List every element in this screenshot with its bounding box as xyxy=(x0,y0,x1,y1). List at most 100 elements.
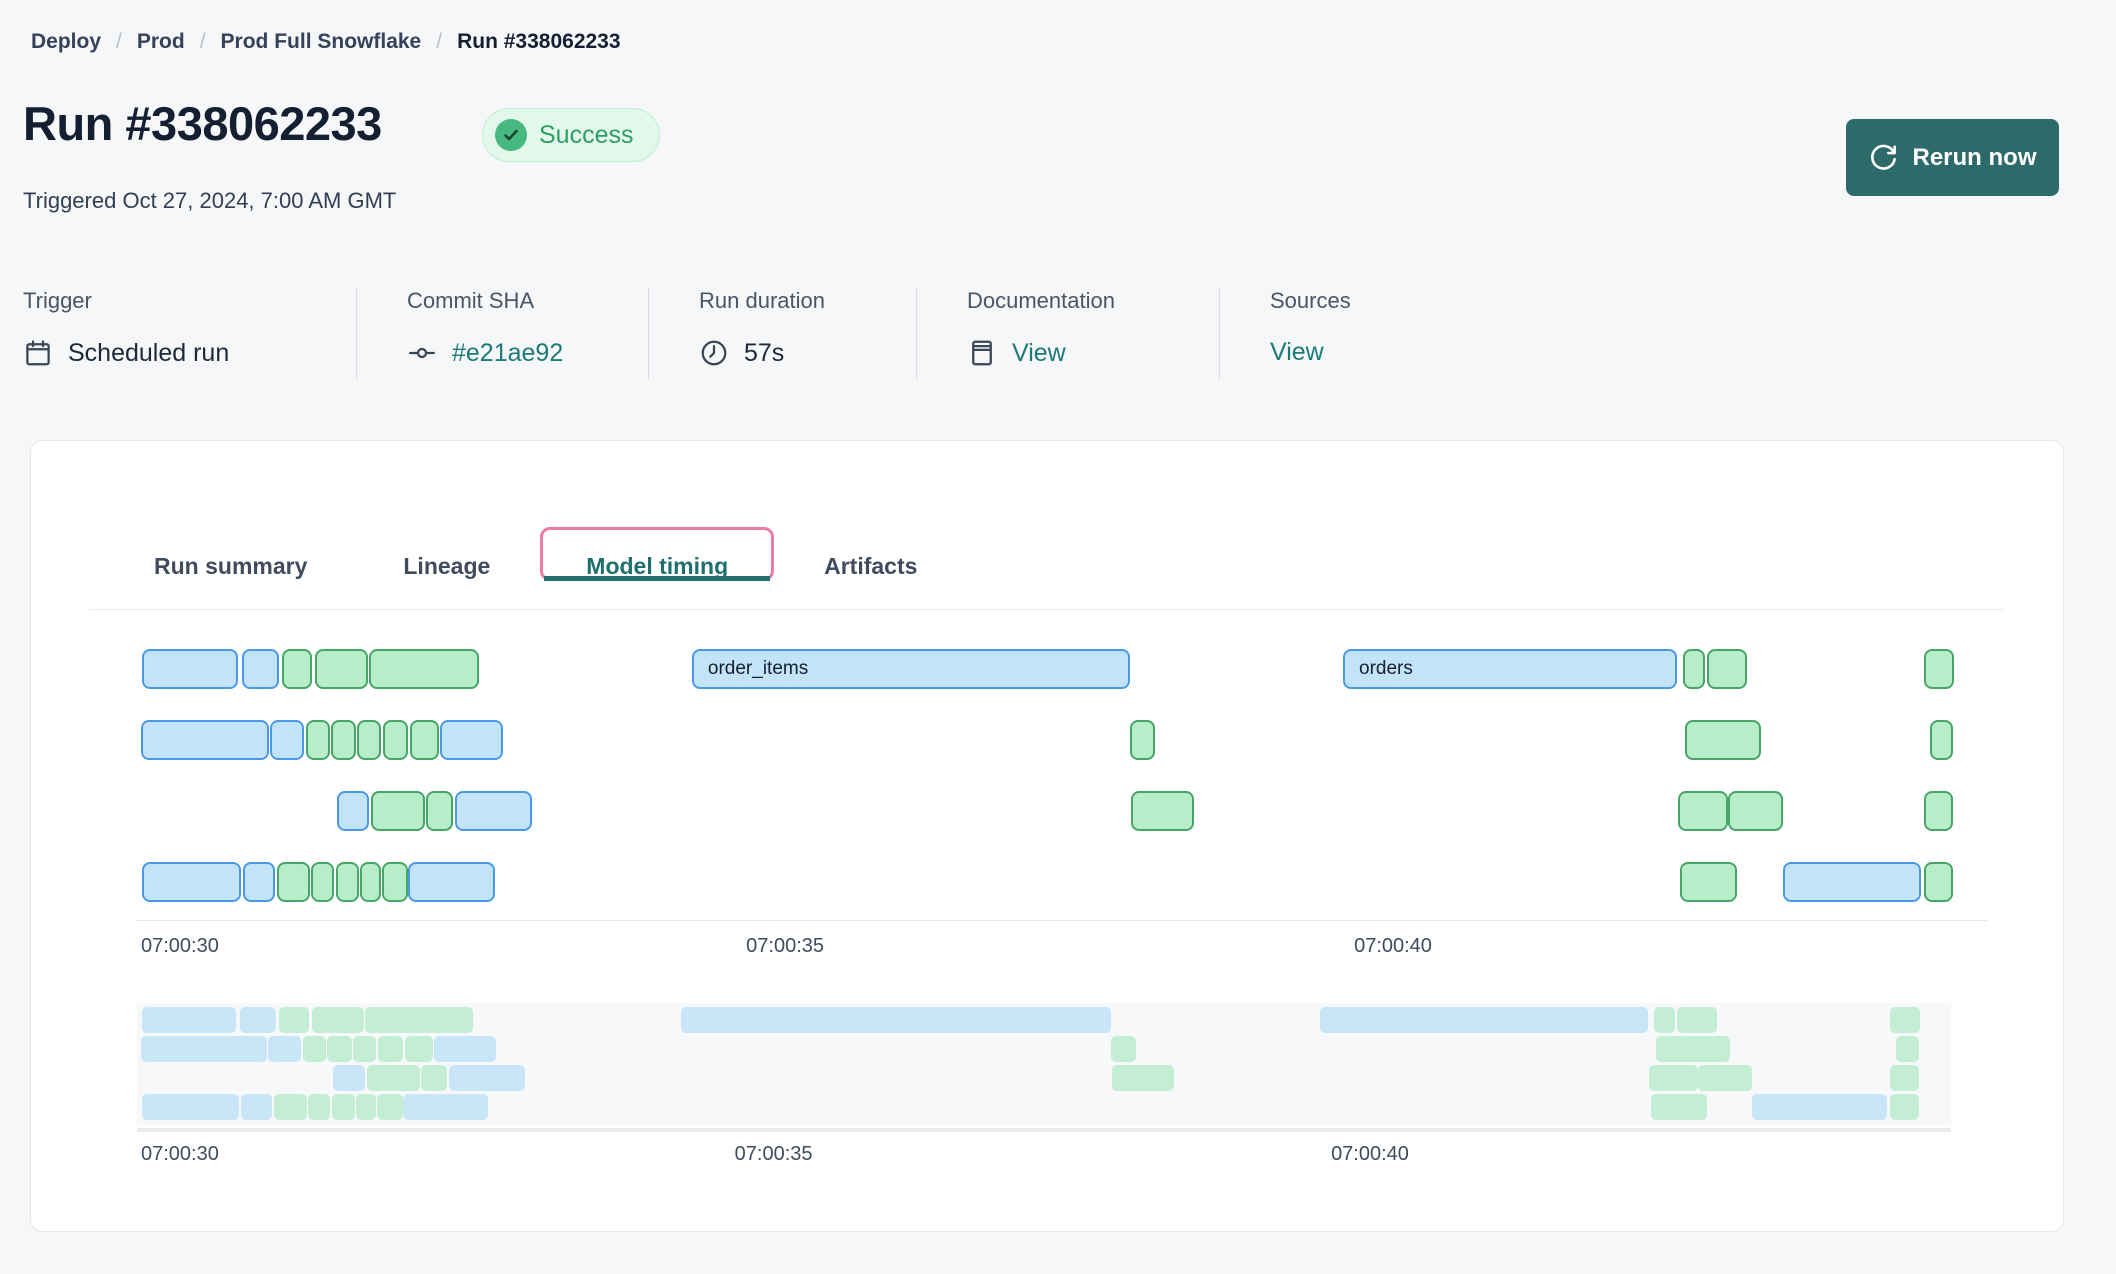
gantt-row: order_items orders xyxy=(141,649,1986,689)
gantt-bar-blue[interactable] xyxy=(141,862,241,902)
minimap-row xyxy=(141,1007,1951,1033)
status-badge-label: Success xyxy=(539,120,634,149)
gantt-bar-green[interactable] xyxy=(383,720,409,760)
gantt-bar-green[interactable] xyxy=(371,791,426,831)
gantt-bar-green[interactable] xyxy=(331,720,357,760)
tab-lineage[interactable]: Lineage xyxy=(403,553,491,579)
gantt-bar-green[interactable] xyxy=(1685,720,1762,760)
gantt-bar-blue[interactable] xyxy=(269,720,304,760)
gantt-minimap-brush[interactable] xyxy=(141,1007,1951,1120)
gantt-bar-green[interactable] xyxy=(1924,862,1953,902)
minimap-bar-blue xyxy=(402,1094,489,1120)
gantt-bar-blue[interactable] xyxy=(407,862,496,902)
gantt-bar-green[interactable] xyxy=(305,720,330,760)
commit-sha-link[interactable]: #e21ae92 xyxy=(452,338,564,367)
gantt-bar-blue[interactable] xyxy=(1783,862,1922,902)
minimap-bar-green xyxy=(1890,1065,1919,1091)
gantt-bar-green[interactable] xyxy=(336,862,360,902)
info-run-duration: Run duration 57s xyxy=(648,288,916,380)
documentation-view-link[interactable]: View xyxy=(1012,338,1066,367)
gantt-bar-green[interactable] xyxy=(369,649,479,689)
breadcrumb-job[interactable]: Prod Full Snowflake xyxy=(220,30,422,53)
info-trigger: Trigger Scheduled run xyxy=(23,288,356,380)
info-duration-value: 57s xyxy=(699,338,916,368)
info-sources: Sources View xyxy=(1219,288,1439,380)
time-axis-label: 07:00:35 xyxy=(734,1143,813,1165)
sources-view-link[interactable]: View xyxy=(1270,338,1324,366)
page-title: Run #338062233 xyxy=(23,97,382,150)
minimap-bar-green xyxy=(352,1036,377,1062)
gantt-bar-blue[interactable] xyxy=(241,649,279,689)
minimap-bar-green xyxy=(279,1007,309,1033)
gantt-bar-green[interactable] xyxy=(281,649,313,689)
gantt-bar-blue[interactable] xyxy=(440,720,503,760)
breadcrumb-separator: / xyxy=(199,30,206,53)
minimap-bar-green xyxy=(1648,1065,1698,1091)
minimap-bar-green xyxy=(1890,1094,1919,1120)
rerun-now-button[interactable]: Rerun now xyxy=(1846,119,2059,196)
minimap-bar-green xyxy=(1650,1094,1707,1120)
gantt-bar-blue[interactable] xyxy=(243,862,275,902)
gantt-row xyxy=(141,862,1986,902)
minimap-bar-green xyxy=(1895,1036,1919,1062)
minimap-row xyxy=(141,1094,1951,1120)
document-icon xyxy=(967,338,997,368)
gantt-bar-green[interactable] xyxy=(1131,791,1194,831)
minimap-bar-green xyxy=(420,1065,448,1091)
gantt-row xyxy=(141,720,1986,760)
tab-divider xyxy=(89,609,2004,610)
info-commit-value: #e21ae92 xyxy=(407,338,648,368)
gantt-bar-green[interactable] xyxy=(314,649,368,689)
minimap-bar-green xyxy=(307,1094,331,1120)
gantt-bar-green[interactable] xyxy=(310,862,334,902)
minimap-bar-green xyxy=(1697,1065,1752,1091)
model-timing-gantt: order_items orders xyxy=(141,649,1986,902)
gantt-bar-blue[interactable] xyxy=(141,720,270,760)
tab-model-timing[interactable]: Model timing xyxy=(540,527,774,581)
minimap-row xyxy=(141,1036,1951,1062)
tab-run-summary[interactable]: Run summary xyxy=(154,553,308,579)
gantt-bar-green[interactable] xyxy=(1678,791,1729,831)
gantt-bar-green[interactable] xyxy=(381,862,408,902)
gantt-bar-green[interactable] xyxy=(360,862,382,902)
refresh-icon xyxy=(1869,143,1899,173)
gantt-bar-blue[interactable]: order_items xyxy=(691,649,1130,689)
info-sources-value: View xyxy=(1270,338,1439,367)
minimap-bar-green xyxy=(274,1094,307,1120)
minimap-bar-blue xyxy=(1751,1094,1888,1120)
minimap-bar-blue xyxy=(434,1036,497,1062)
gantt-bar-blue[interactable]: orders xyxy=(1343,649,1677,689)
minimap-bar-blue xyxy=(267,1036,301,1062)
info-commit-sha: Commit SHA #e21ae92 xyxy=(356,288,648,380)
info-sources-label: Sources xyxy=(1270,288,1351,313)
info-commit-label: Commit SHA xyxy=(407,288,535,313)
clock-icon xyxy=(699,338,729,368)
gantt-bar-green[interactable] xyxy=(1683,649,1705,689)
status-badge: Success xyxy=(482,108,661,162)
minimap-scroll-track[interactable] xyxy=(137,1128,1951,1132)
gantt-bar-green[interactable] xyxy=(1924,791,1953,831)
tab-artifacts[interactable]: Artifacts xyxy=(824,553,918,579)
breadcrumb-run: Run #338062233 xyxy=(457,30,621,53)
gantt-bar-blue[interactable] xyxy=(141,649,238,689)
minimap-bar-green xyxy=(1653,1007,1676,1033)
minimap-bar-green xyxy=(311,1007,364,1033)
gantt-bar-green[interactable] xyxy=(1929,720,1953,760)
gantt-bar-green[interactable] xyxy=(1924,649,1955,689)
gantt-bar-blue[interactable] xyxy=(455,791,532,831)
gantt-bar-green[interactable] xyxy=(1707,649,1748,689)
gantt-bar-green[interactable] xyxy=(357,720,382,760)
gantt-bar-green[interactable] xyxy=(410,720,439,760)
model-name-label: order_items xyxy=(707,658,809,679)
breadcrumb-deploy[interactable]: Deploy xyxy=(31,30,102,53)
gantt-bar-green[interactable] xyxy=(276,862,310,902)
gantt-bar-green[interactable] xyxy=(426,791,453,831)
time-axis-label: 07:00:35 xyxy=(746,935,825,957)
gantt-bar-blue[interactable] xyxy=(336,791,369,831)
gantt-bar-green[interactable] xyxy=(1728,791,1784,831)
calendar-icon xyxy=(23,338,53,368)
info-trigger-value: Scheduled run xyxy=(23,338,356,368)
breadcrumb-prod[interactable]: Prod xyxy=(136,30,185,53)
gantt-bar-green[interactable] xyxy=(1679,862,1737,902)
gantt-bar-green[interactable] xyxy=(1129,720,1155,760)
